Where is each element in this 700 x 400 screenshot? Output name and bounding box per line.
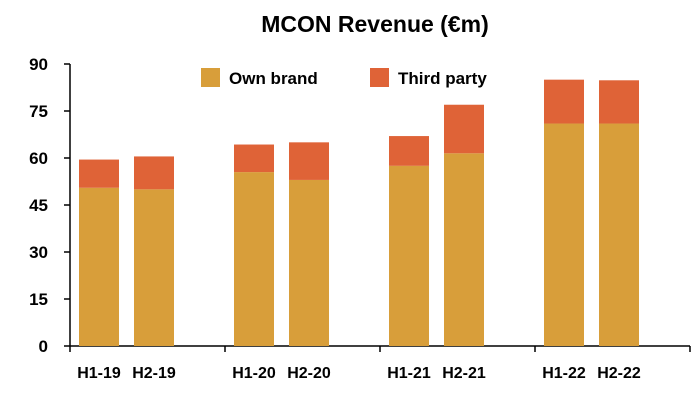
x-category-label: H2-22 — [597, 365, 641, 382]
bar-third-party — [134, 156, 174, 190]
x-category-label: H2-19 — [132, 365, 176, 382]
x-axis: H1-19 H2-19 H1-20 H2-20 H1-21 H2-21 H1-22 H2-22 — [69, 345, 691, 382]
x-category-label: H1-22 — [542, 365, 586, 382]
bar-own-brand — [79, 187, 119, 346]
bar-third-party — [289, 142, 329, 180]
legend-swatch — [370, 68, 389, 87]
bar-own-brand — [444, 153, 484, 346]
x-category-label: H1-19 — [77, 365, 121, 382]
bar-own-brand — [389, 165, 429, 346]
y-tick-label: 15 — [29, 290, 48, 309]
y-tick-label: 60 — [29, 149, 48, 168]
legend-label: Third party — [398, 69, 487, 88]
y-tick-label: 75 — [29, 102, 48, 121]
bars — [79, 79, 639, 347]
x-category-label: H2-20 — [287, 365, 331, 382]
bar-own-brand — [234, 172, 274, 346]
legend: Own brand Third party — [201, 68, 487, 88]
bar-third-party — [79, 159, 119, 188]
bar-third-party — [444, 104, 484, 154]
bar-third-party — [599, 80, 639, 124]
bar-own-brand — [289, 179, 329, 346]
bar-own-brand — [134, 189, 174, 346]
bar-own-brand — [599, 123, 639, 347]
legend-label: Own brand — [229, 69, 318, 88]
x-category-label: H2-21 — [442, 365, 486, 382]
y-tick-label: 30 — [29, 243, 48, 262]
y-tick-label: 45 — [29, 196, 48, 215]
bar-third-party — [544, 79, 584, 124]
chart-title: MCON Revenue (€m) — [261, 11, 488, 37]
y-axis: 0 15 30 45 60 75 90 — [29, 55, 71, 356]
y-tick-label: 0 — [39, 337, 48, 356]
bar-third-party — [389, 136, 429, 166]
x-category-label: H1-21 — [387, 365, 431, 382]
x-category-label: H1-20 — [232, 365, 276, 382]
bar-own-brand — [544, 123, 584, 347]
bar-third-party — [234, 144, 274, 173]
legend-swatch — [201, 68, 220, 87]
y-tick-label: 90 — [29, 55, 48, 74]
